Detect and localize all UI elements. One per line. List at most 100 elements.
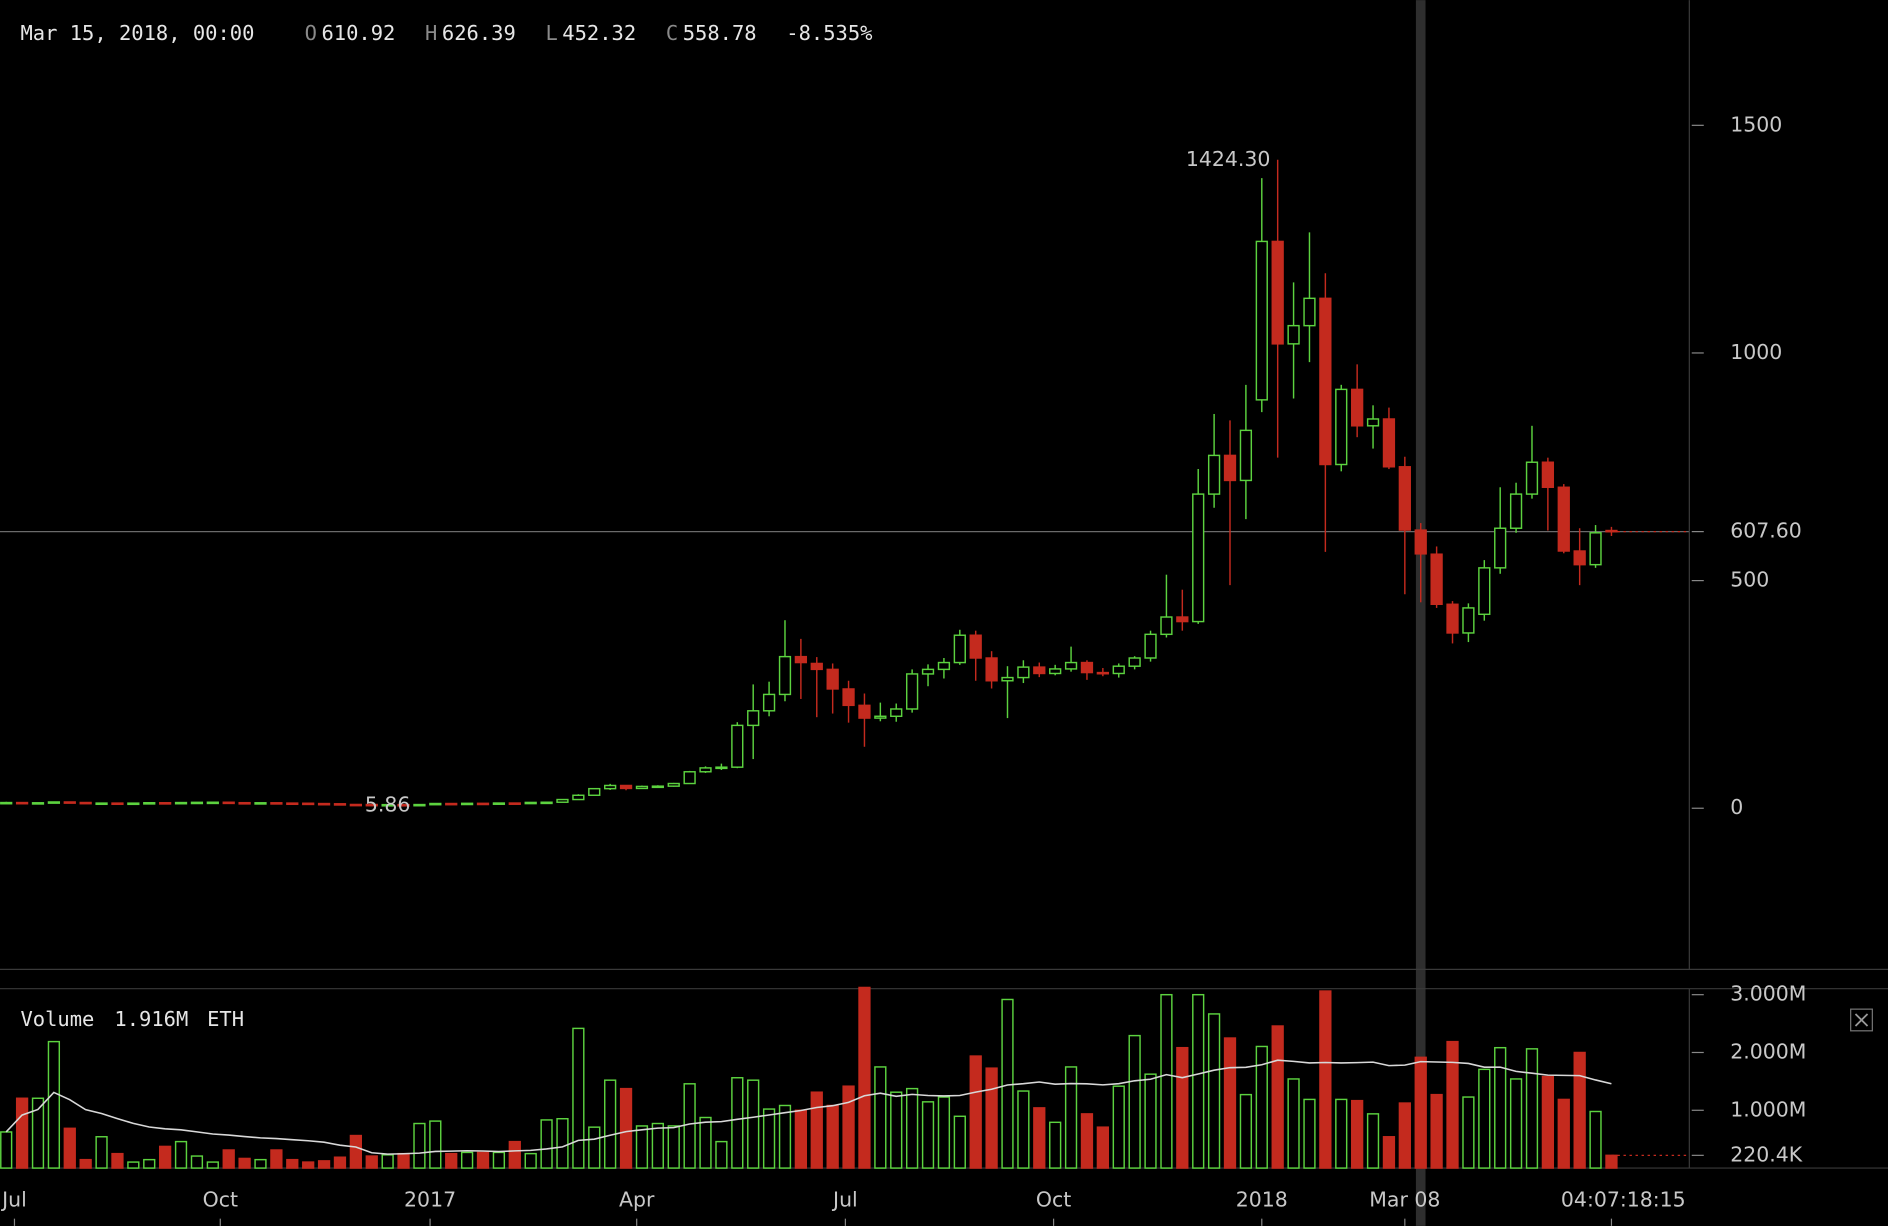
- volume-current: 1.916M: [114, 1007, 188, 1031]
- volume-bar: [286, 1158, 299, 1169]
- min-label: 5.86: [365, 793, 411, 817]
- max-label: 1424.30: [1186, 147, 1271, 171]
- candle-body: [381, 803, 394, 807]
- candle-body: [1271, 240, 1284, 345]
- volume-bar: [1271, 1025, 1284, 1169]
- volume-bar: [31, 1097, 45, 1169]
- volume-bar: [174, 1140, 188, 1169]
- volume-bar: [1541, 1075, 1555, 1169]
- volume-bar: [1494, 1046, 1507, 1169]
- candle-body: [1017, 666, 1030, 679]
- volume-bar: [1605, 1154, 1618, 1169]
- volume-tick-label: 2.000M: [1730, 1039, 1806, 1063]
- candle-body: [1223, 454, 1237, 482]
- volume-bar: [1366, 1113, 1380, 1169]
- header-key: L: [545, 21, 557, 45]
- candle-body: [397, 803, 410, 807]
- header-change: -8.535%: [786, 21, 872, 45]
- volume-bar: [762, 1108, 776, 1169]
- volume-bar: [333, 1156, 347, 1169]
- volume-bar: [810, 1091, 823, 1169]
- volume-bar: [429, 1120, 442, 1169]
- volume-bar: [1287, 1078, 1300, 1169]
- candle-body: [540, 801, 553, 805]
- header-key: C: [666, 21, 678, 45]
- candle-body: [619, 784, 633, 790]
- candle-body: [1525, 461, 1539, 495]
- candle-body: [349, 803, 362, 807]
- volume-bar: [143, 1158, 156, 1169]
- candle-body: [460, 802, 474, 806]
- candle-body: [302, 802, 315, 806]
- close-box[interactable]: [1850, 1008, 1873, 1032]
- volume-bar: [556, 1117, 569, 1169]
- candle-body: [1382, 418, 1396, 468]
- candle-body: [1509, 493, 1523, 529]
- volume-bar: [683, 1083, 696, 1169]
- candle-body: [731, 724, 744, 768]
- header-value: 452.32: [562, 21, 636, 45]
- candle-body: [1239, 429, 1253, 482]
- volume-bar: [651, 1122, 664, 1169]
- volume-bar: [842, 1085, 855, 1169]
- volume-bar: [1589, 1110, 1602, 1169]
- candle-body: [492, 802, 506, 805]
- volume-bar: [937, 1096, 951, 1169]
- candle-body: [1366, 418, 1380, 427]
- volume-bar: [1255, 1045, 1268, 1169]
- volume-bar: [1573, 1051, 1586, 1169]
- volume-bar: [715, 1140, 728, 1169]
- volume-bar: [365, 1155, 378, 1169]
- volume-bar: [111, 1152, 124, 1169]
- volume-bar: [1064, 1066, 1078, 1169]
- candle-body: [1462, 607, 1475, 634]
- close-button[interactable]: [1850, 1008, 1873, 1032]
- candle-body: [1001, 676, 1014, 682]
- candle-body: [985, 657, 998, 682]
- candle-body: [95, 802, 108, 806]
- candle-body: [556, 798, 569, 803]
- volume-bar: [413, 1122, 426, 1169]
- volume-bar: [47, 1040, 61, 1169]
- volume-bar: [969, 1055, 982, 1169]
- close-icon[interactable]: [1854, 1013, 1869, 1027]
- candle-body: [1303, 297, 1316, 327]
- volume-bar: [1509, 1078, 1523, 1169]
- candle-body: [826, 668, 839, 690]
- candle-body: [286, 802, 299, 806]
- volume-bar: [1128, 1034, 1141, 1169]
- candle-body: [715, 766, 728, 770]
- candle-body: [1351, 388, 1364, 427]
- candle-body: [921, 668, 935, 675]
- candle-body: [333, 803, 347, 806]
- volume-bar: [1080, 1113, 1094, 1169]
- volume-bar: [619, 1087, 633, 1169]
- candle-body: [651, 785, 664, 789]
- volume-bar: [1398, 1102, 1411, 1169]
- volume-bar: [79, 1158, 92, 1169]
- candle-body: [794, 655, 808, 664]
- candle-body: [683, 771, 696, 785]
- candle-body: [1478, 567, 1491, 616]
- volume-ma: [5, 1059, 1612, 1155]
- volume-bar: [731, 1077, 744, 1169]
- header-key: O: [305, 21, 317, 45]
- candle-body: [15, 801, 29, 805]
- crosshair: [1415, 0, 1426, 1226]
- volume-bar: [476, 1151, 490, 1169]
- volume-bar: [524, 1152, 537, 1169]
- volume-bar: [1319, 990, 1332, 1169]
- candle-body: [699, 767, 712, 773]
- volume-bar: [1239, 1093, 1253, 1169]
- candle-body: [254, 802, 267, 805]
- volume-bar: [1557, 1098, 1570, 1169]
- candle-body: [1144, 633, 1157, 659]
- volume-bar: [1382, 1136, 1396, 1169]
- candle-body: [667, 782, 680, 787]
- countdown: 04:07:18:15: [1561, 1188, 1686, 1212]
- candle-body: [874, 715, 887, 719]
- candle-body: [1128, 657, 1141, 667]
- volume-bar: [1223, 1037, 1237, 1169]
- x-tick-label: Jul: [0, 1188, 27, 1212]
- candle-body: [63, 801, 76, 804]
